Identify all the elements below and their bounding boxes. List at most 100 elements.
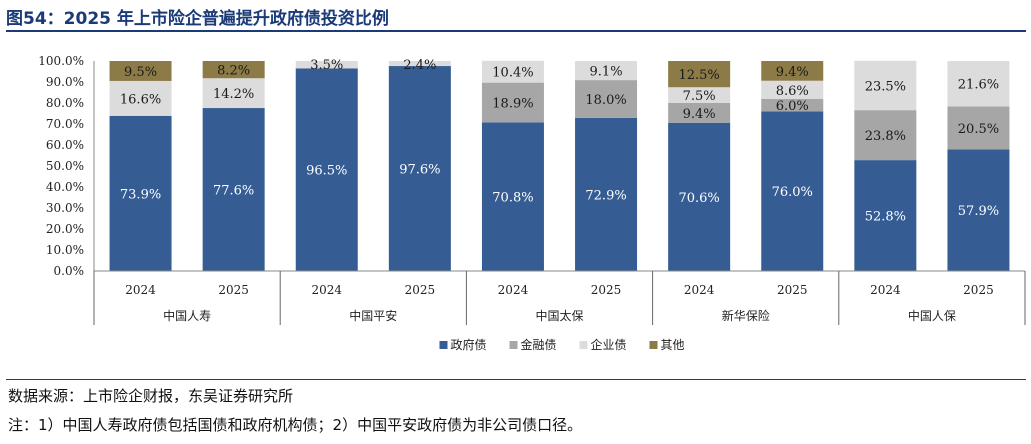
- x-group-label: 中国平安: [349, 308, 397, 323]
- data-label: 21.6%: [958, 78, 999, 93]
- bar-segment: [761, 61, 824, 81]
- bar-segment: [854, 60, 917, 111]
- y-tick-label: 0.0%: [54, 264, 85, 278]
- chart-title: 图54：2025 年上市险企普遍提升政府债投资比例: [6, 9, 389, 29]
- data-label: 76.0%: [772, 185, 813, 200]
- data-label: 57.9%: [958, 204, 999, 219]
- data-label: 20.5%: [958, 122, 999, 137]
- data-label: 10.4%: [492, 66, 533, 81]
- data-label: 18.9%: [492, 96, 533, 111]
- data-label: 16.6%: [120, 92, 161, 107]
- x-group-label: 中国人保: [908, 308, 956, 323]
- data-label: 97.6%: [399, 163, 440, 178]
- data-label: 9.5%: [124, 65, 157, 80]
- footer-divider: [6, 379, 1026, 380]
- bar-segment: [854, 160, 917, 271]
- legend-label: 政府债: [451, 337, 487, 352]
- source-text: 数据来源：上市险企财报，东吴证券研究所: [8, 387, 294, 405]
- legend-swatch: [579, 341, 588, 349]
- legend-swatch: [649, 341, 658, 349]
- x-tick-label: 2025: [777, 283, 808, 297]
- data-label: 8.6%: [776, 84, 809, 99]
- data-label: 70.8%: [492, 191, 533, 206]
- bar-segment: [575, 117, 638, 271]
- bar-segment: [481, 82, 544, 123]
- bar-segment: [575, 80, 638, 118]
- data-label: 7.5%: [683, 89, 716, 104]
- bar-segment: [854, 110, 917, 161]
- y-tick-label: 10.0%: [46, 243, 84, 257]
- stacked-bar-chart: 0.0% 10.0% 20.0% 30.0% 40.0% 50.0% 60.0% 70.0% 8…: [38, 54, 1026, 352]
- x-tick-label: 2024: [498, 283, 529, 297]
- x-group-label: 新华保险: [722, 308, 770, 323]
- bar-segment: [947, 149, 1010, 271]
- legend-swatch: [439, 341, 448, 349]
- x-tick-label: 2024: [870, 283, 901, 297]
- y-tick-label: 30.0%: [46, 201, 84, 215]
- x-tick-label: 2024: [125, 283, 156, 297]
- bar-segment: [761, 111, 824, 272]
- data-label: 77.6%: [213, 184, 254, 199]
- x-tick-label: 2025: [218, 283, 249, 297]
- data-label: 70.6%: [678, 191, 719, 206]
- bar-segment: [761, 98, 824, 112]
- x-group-label: 中国人寿: [163, 308, 211, 323]
- data-label: 96.5%: [306, 164, 347, 179]
- bar-segment: [202, 61, 265, 79]
- bar-segment: [295, 61, 358, 69]
- data-label: 72.9%: [585, 188, 626, 203]
- bar-segment: [109, 61, 172, 81]
- y-tick-label: 20.0%: [46, 222, 84, 236]
- data-label: 14.2%: [213, 87, 254, 102]
- bar-segment: [668, 87, 731, 103]
- data-label: 6.0%: [776, 99, 809, 114]
- bar-segment: [388, 66, 451, 271]
- data-label: 52.8%: [865, 210, 906, 225]
- x-tick-label: 2025: [591, 283, 622, 297]
- data-label: 9.4%: [776, 65, 809, 80]
- y-tick-label: 40.0%: [46, 180, 84, 194]
- x-group-label: 中国太保: [535, 308, 583, 323]
- y-tick-label: 70.0%: [46, 117, 84, 131]
- y-tick-label: 80.0%: [46, 96, 84, 110]
- x-tick-label: 2025: [405, 283, 436, 297]
- legend-label: 金融债: [521, 337, 557, 352]
- y-tick-label: 100.0%: [38, 54, 84, 68]
- bar-segment: [109, 115, 172, 271]
- bar-segment: [202, 78, 265, 109]
- x-tick-label: 2025: [963, 283, 994, 297]
- bar-segment: [202, 108, 265, 271]
- bar-segment: [109, 80, 172, 116]
- data-label: 12.5%: [678, 68, 719, 83]
- y-tick-label: 60.0%: [46, 138, 84, 152]
- bar-segment: [575, 61, 638, 81]
- bar-segment: [481, 60, 544, 83]
- bar-segment: [947, 61, 1010, 107]
- data-label: 9.1%: [590, 65, 623, 80]
- y-tick-label: 90.0%: [46, 75, 84, 89]
- bar-segment: [761, 80, 824, 99]
- bar-segment: [388, 61, 451, 67]
- y-tick-label: 50.0%: [46, 159, 84, 173]
- bar-segment: [668, 103, 731, 123]
- bar-segment: [295, 68, 358, 271]
- legend-swatch: [509, 341, 518, 349]
- bar-segment: [947, 106, 1010, 150]
- bar-segment: [668, 122, 731, 272]
- data-label: 23.5%: [865, 79, 906, 94]
- x-tick-label: 2024: [311, 283, 342, 297]
- data-label: 8.2%: [217, 64, 250, 79]
- data-label: 9.4%: [683, 107, 716, 122]
- data-label: 23.8%: [865, 129, 906, 144]
- x-tick-label: 2024: [684, 283, 715, 297]
- bar-segment: [481, 122, 544, 271]
- data-label: 73.9%: [120, 187, 161, 202]
- legend-label: 其他: [661, 338, 685, 352]
- data-label: 3.5%: [310, 58, 343, 73]
- note-text: 注：1）中国人寿政府债包括国债和政府机构债；2）中国平安政府债为非公司债口径。: [8, 416, 583, 434]
- title-divider: [6, 30, 1026, 32]
- data-label: 18.0%: [585, 93, 626, 108]
- bar-segment: [668, 61, 731, 88]
- legend-label: 企业债: [591, 337, 627, 352]
- data-label: 2.4%: [403, 58, 436, 73]
